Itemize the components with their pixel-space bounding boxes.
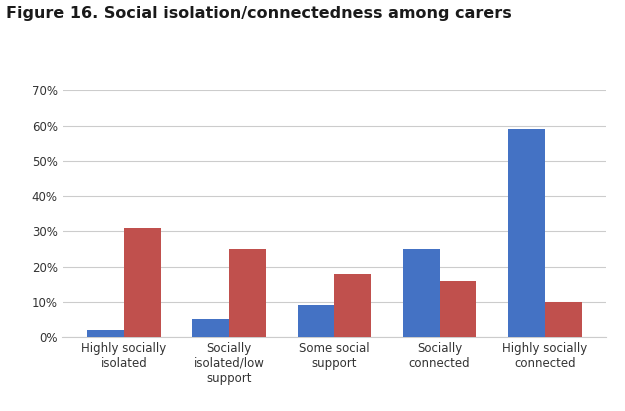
Text: Figure 16. Social isolation/connectedness among carers: Figure 16. Social isolation/connectednes… <box>6 6 512 21</box>
Bar <box>334 274 371 337</box>
Bar <box>229 249 266 337</box>
Bar <box>298 305 334 337</box>
Bar <box>124 228 161 337</box>
Bar <box>402 249 439 337</box>
Bar <box>439 281 476 337</box>
Bar <box>508 129 545 337</box>
Bar <box>88 330 124 337</box>
Bar <box>192 319 229 337</box>
Bar <box>545 302 581 337</box>
